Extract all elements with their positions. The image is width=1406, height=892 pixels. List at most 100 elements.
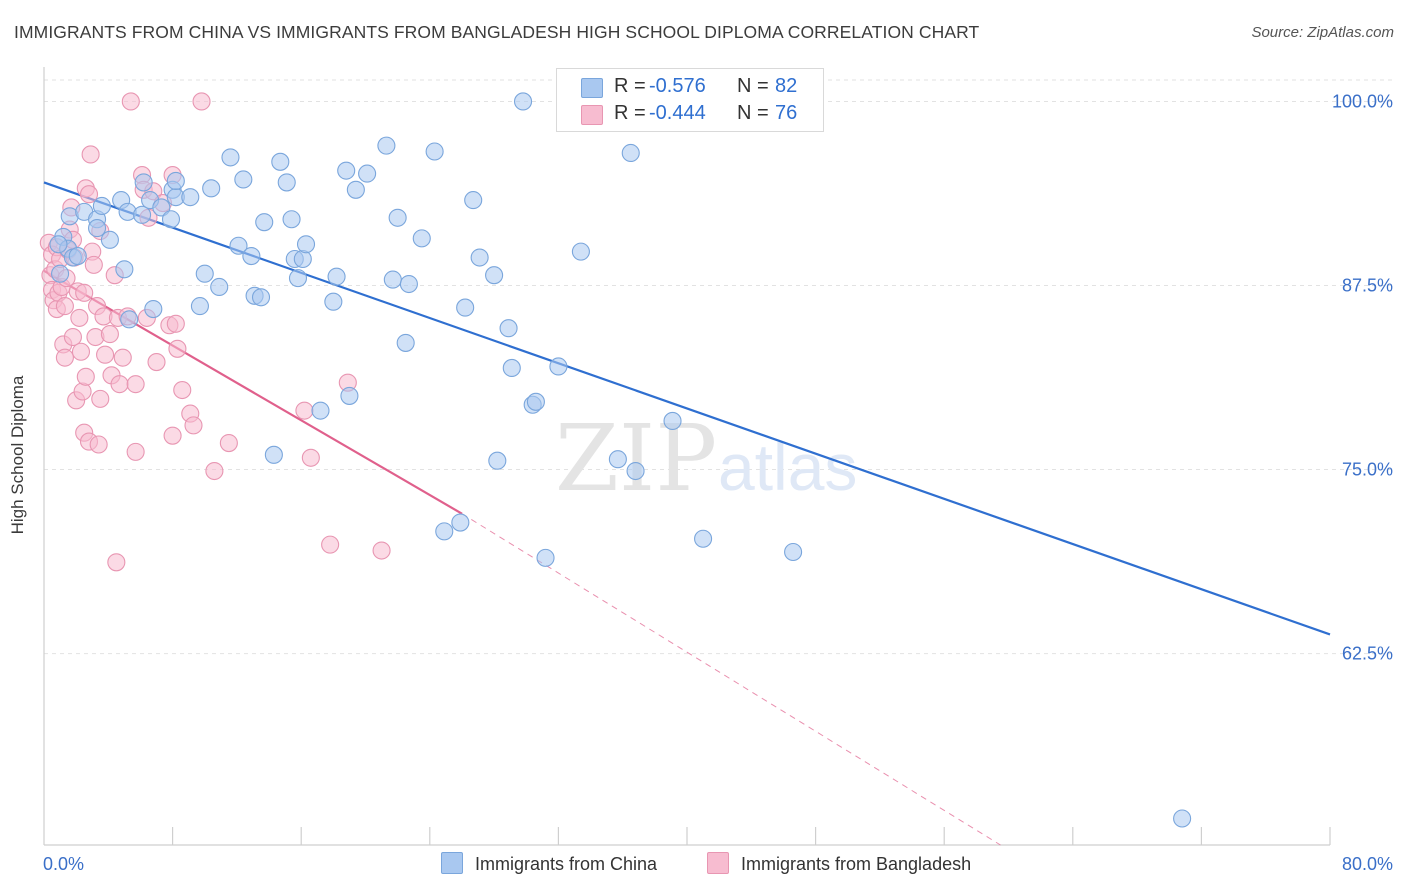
legend-china-swatch	[441, 852, 463, 874]
china-point	[451, 513, 470, 532]
china-point	[100, 230, 119, 249]
bangladesh-point	[126, 375, 145, 394]
china-point	[152, 198, 171, 217]
china-point	[210, 277, 229, 297]
china-point	[221, 148, 240, 167]
china-point	[549, 357, 568, 376]
china-point	[396, 333, 415, 352]
china-point	[195, 264, 214, 283]
china-point	[144, 300, 163, 319]
bangladesh-point	[100, 325, 119, 344]
china-point	[229, 236, 248, 255]
bangladesh-point	[121, 92, 140, 111]
china-point	[161, 210, 181, 229]
china-point	[399, 274, 418, 294]
china-point	[435, 522, 454, 541]
trend-lines	[43, 181, 1331, 846]
china-point	[502, 358, 521, 377]
bangladesh-point	[113, 348, 132, 367]
bangladesh-point	[147, 353, 166, 372]
bangladesh-point	[321, 535, 340, 554]
y-tick-label: 87.5%	[1342, 275, 1393, 295]
bangladesh-point	[168, 339, 187, 358]
china-point	[536, 548, 555, 567]
grid-lines	[44, 79, 1392, 655]
china-point	[68, 246, 87, 266]
china-point	[133, 205, 152, 224]
stats-row-bangladesh: R = -0.444 N = 76	[557, 100, 823, 128]
bangladesh-point	[107, 553, 126, 572]
china-point	[327, 267, 346, 286]
china-point	[383, 270, 402, 289]
china-point	[337, 161, 356, 180]
china-point	[120, 310, 139, 329]
china-point	[49, 235, 68, 254]
china-point	[92, 196, 111, 216]
bangladesh-r-value: -0.444	[649, 102, 706, 124]
bangladesh-point	[75, 283, 94, 302]
china-point	[388, 208, 407, 227]
bangladesh-point	[96, 345, 115, 364]
legend-bangladesh-label: Immigrants from Bangladesh	[741, 854, 972, 874]
bangladesh-point	[79, 185, 99, 204]
bangladesh-point	[295, 401, 314, 420]
legend-item-china[interactable]: Immigrants from China	[441, 852, 657, 878]
stats-box: R = -0.576 N = 82 R = -0.444 N = 76	[556, 68, 824, 132]
china-point	[346, 180, 365, 199]
bangladesh-point	[84, 255, 103, 274]
bangladesh-point	[73, 382, 92, 401]
china-point	[499, 319, 518, 338]
legend-china-label: Immigrants from China	[475, 854, 658, 874]
china-point	[115, 260, 134, 279]
y-tick-label: 75.0%	[1342, 460, 1393, 480]
legend-item-bangladesh[interactable]: Immigrants from Bangladesh	[707, 852, 971, 878]
bangladesh-point	[173, 380, 192, 400]
bangladesh-point	[91, 389, 110, 408]
china-point	[324, 292, 343, 311]
china-n-value: 82	[775, 75, 798, 97]
china-point	[485, 266, 504, 285]
china-points	[49, 92, 1192, 828]
bangladesh-n-label: N =	[737, 102, 769, 124]
bangladesh-point	[166, 314, 185, 333]
china-point	[470, 248, 489, 267]
china-point	[425, 142, 444, 161]
y-tick-label: 62.5%	[1342, 644, 1393, 664]
china-point	[571, 242, 590, 261]
source-label: Source: ZipAtlas.com	[1251, 24, 1394, 41]
bangladesh-r-label: R =	[614, 102, 646, 124]
china-point	[293, 249, 312, 269]
y-tick-labels: 62.5% 75.0% 87.5% 100.0%	[1332, 91, 1393, 663]
china-point	[202, 179, 221, 198]
bangladesh-point	[372, 541, 391, 560]
bangladesh-point	[55, 297, 74, 316]
china-point	[608, 450, 627, 469]
china-point	[190, 297, 209, 316]
bangladesh-point	[301, 448, 320, 467]
china-point	[264, 445, 283, 464]
bangladesh-point	[76, 367, 95, 386]
china-point	[456, 298, 475, 317]
china-point	[166, 171, 185, 191]
china-point	[464, 191, 483, 210]
china-point	[242, 246, 261, 266]
china-point	[271, 152, 290, 171]
watermark-atlas: atlas	[718, 430, 857, 504]
china-point	[87, 219, 107, 238]
bangladesh-point	[192, 92, 211, 111]
china-point	[488, 451, 507, 470]
bangladesh-point	[55, 348, 74, 367]
china-point	[134, 173, 153, 192]
stats-row-china: R = -0.576 N = 82	[557, 73, 823, 101]
china-point	[626, 461, 645, 481]
china-n-label: N =	[737, 75, 769, 97]
china-r-label: R =	[614, 75, 646, 97]
china-point	[288, 269, 308, 288]
china-point	[694, 529, 713, 548]
bangladesh-swatch	[581, 105, 603, 125]
china-point	[255, 213, 274, 232]
china-point	[234, 170, 253, 189]
china-point	[377, 136, 396, 155]
x-tick-label-min: 0.0%	[43, 854, 84, 874]
bangladesh-point	[205, 461, 224, 481]
